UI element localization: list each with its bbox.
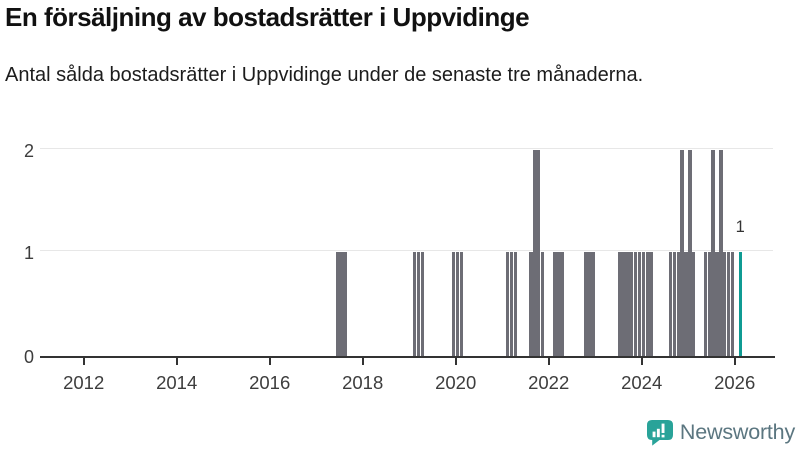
bar bbox=[676, 252, 680, 356]
bar bbox=[583, 252, 587, 356]
bar bbox=[692, 252, 696, 356]
bar bbox=[622, 252, 626, 356]
bar bbox=[703, 252, 708, 356]
chart-title: En försäljning av bostadsrätter i Uppvid… bbox=[5, 2, 530, 32]
bar bbox=[556, 252, 560, 356]
bar bbox=[641, 252, 646, 356]
x-axis-label: 2026 bbox=[714, 372, 756, 393]
bar bbox=[540, 252, 545, 356]
bar bbox=[335, 252, 339, 356]
bar bbox=[420, 252, 425, 356]
bar bbox=[513, 252, 518, 356]
x-axis-tick bbox=[733, 358, 736, 365]
bar bbox=[730, 252, 735, 356]
bar bbox=[343, 252, 347, 356]
x-axis-label: 2022 bbox=[528, 372, 570, 393]
x-axis-line bbox=[40, 356, 775, 358]
x-axis-tick bbox=[454, 358, 457, 365]
bar bbox=[587, 252, 591, 356]
x-axis-label: 2012 bbox=[63, 372, 105, 393]
bar bbox=[455, 252, 460, 356]
x-axis-tick bbox=[268, 358, 271, 365]
bar bbox=[680, 150, 684, 356]
bar bbox=[552, 252, 556, 356]
bar bbox=[506, 252, 510, 356]
x-axis-label: 2016 bbox=[249, 372, 291, 393]
bar bbox=[560, 252, 564, 356]
y-axis-label: 2 bbox=[23, 141, 34, 161]
bar bbox=[618, 252, 622, 356]
bar bbox=[626, 252, 630, 356]
x-axis-label: 2018 bbox=[342, 372, 384, 393]
x-axis-label: 2020 bbox=[435, 372, 477, 393]
highlight-bar bbox=[738, 252, 742, 356]
bar-chart-speech-bubble-icon bbox=[646, 419, 673, 446]
bar bbox=[416, 252, 421, 356]
bar bbox=[645, 252, 649, 356]
bar bbox=[413, 252, 417, 356]
bar bbox=[509, 252, 514, 356]
bar bbox=[649, 252, 653, 356]
x-axis-tick bbox=[361, 358, 364, 365]
newsworthy-logo-text: Newsworthy bbox=[679, 419, 795, 444]
bar bbox=[633, 252, 638, 356]
y-axis-label: 1 bbox=[23, 243, 34, 263]
bar bbox=[707, 252, 711, 356]
x-axis-tick bbox=[640, 358, 643, 365]
x-axis-tick bbox=[175, 358, 178, 365]
bar bbox=[533, 150, 537, 356]
bar bbox=[339, 252, 343, 356]
bar bbox=[715, 252, 719, 356]
x-axis-tick bbox=[547, 358, 550, 365]
x-axis-tick bbox=[82, 358, 85, 365]
y-axis-label: 0 bbox=[23, 347, 34, 367]
bar bbox=[451, 252, 456, 356]
bar bbox=[668, 252, 673, 356]
bar-value-label: 1 bbox=[735, 218, 745, 236]
bar bbox=[719, 150, 723, 356]
bar bbox=[684, 252, 688, 356]
gridline-y1 bbox=[40, 250, 773, 251]
bar bbox=[591, 252, 595, 356]
newsworthy-logo: Newsworthy bbox=[646, 418, 795, 446]
x-axis-label: 2024 bbox=[621, 372, 663, 393]
x-axis-label: 2014 bbox=[156, 372, 198, 393]
bar bbox=[630, 252, 634, 356]
bar bbox=[637, 252, 642, 356]
chart-subtitle: Antal sålda bostadsrätter i Uppvidinge u… bbox=[5, 64, 644, 86]
bar bbox=[672, 252, 677, 356]
bar bbox=[537, 150, 541, 356]
bar bbox=[529, 252, 533, 356]
bar bbox=[688, 150, 692, 356]
bar bbox=[711, 150, 715, 356]
bar bbox=[726, 252, 731, 356]
bar bbox=[459, 252, 463, 356]
bar bbox=[723, 252, 727, 356]
gridline-y2 bbox=[40, 148, 773, 149]
